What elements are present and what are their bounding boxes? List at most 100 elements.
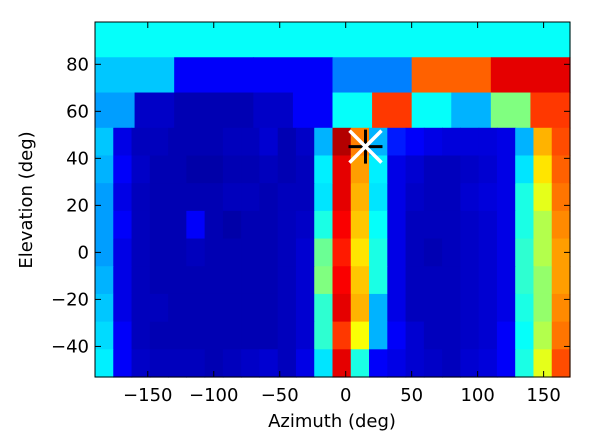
x-tick-label: −50 bbox=[261, 385, 299, 406]
heatmap-cell bbox=[113, 266, 133, 295]
heatmap-cell bbox=[442, 183, 461, 212]
heatmap-cell bbox=[442, 321, 461, 350]
heatmap-cell bbox=[277, 293, 297, 323]
heatmap-cell bbox=[222, 127, 242, 157]
heatmap-cell bbox=[149, 293, 169, 323]
x-tick-label: 150 bbox=[526, 385, 560, 406]
heatmap-cell bbox=[478, 183, 498, 212]
heatmap-cell bbox=[350, 266, 370, 295]
heatmap-cell bbox=[314, 266, 334, 295]
heatmap-cell bbox=[478, 238, 498, 267]
heatmap-cell bbox=[369, 210, 388, 240]
heatmap-cell bbox=[369, 127, 388, 157]
heatmap-cell bbox=[204, 321, 224, 350]
heatmap-cell bbox=[405, 349, 425, 378]
heatmap-cell bbox=[295, 210, 315, 240]
heatmap-cell bbox=[149, 127, 169, 157]
heatmap-cell bbox=[332, 155, 352, 184]
heatmap-cell bbox=[186, 321, 206, 350]
heatmap-cell bbox=[460, 266, 480, 295]
heatmap-cell bbox=[295, 349, 315, 378]
heatmap-cell bbox=[186, 210, 206, 240]
heatmap-cell bbox=[551, 183, 571, 212]
heatmap-cell bbox=[423, 266, 443, 295]
heatmap-cell bbox=[174, 57, 254, 94]
heatmap-cell bbox=[490, 92, 532, 129]
heatmap-cell bbox=[496, 210, 516, 240]
heatmap-cell bbox=[533, 321, 553, 350]
heatmap-cell bbox=[241, 127, 261, 157]
heatmap-cell bbox=[405, 238, 425, 267]
heatmap-cell bbox=[332, 321, 352, 350]
heatmap-cell bbox=[95, 92, 136, 129]
heatmap-cell bbox=[259, 321, 279, 350]
heatmap-cell bbox=[478, 127, 498, 157]
heatmap-cell bbox=[387, 183, 407, 212]
heatmap-cell bbox=[168, 183, 187, 212]
heatmap-cell bbox=[314, 293, 334, 323]
heatmap-cell bbox=[131, 155, 151, 184]
heatmap-cell bbox=[478, 210, 498, 240]
heatmap-cell bbox=[551, 210, 571, 240]
heatmap-cell bbox=[113, 210, 133, 240]
heatmap-cell bbox=[277, 238, 297, 267]
heatmap-cell bbox=[460, 293, 480, 323]
heatmap-cell bbox=[551, 238, 571, 267]
heatmap-cell bbox=[259, 155, 279, 184]
heatmap-cell bbox=[515, 266, 535, 295]
heatmap-cell bbox=[222, 183, 242, 212]
heatmap-cell bbox=[292, 92, 334, 129]
heatmap-cell bbox=[204, 349, 224, 378]
heatmap-cell bbox=[496, 183, 516, 212]
heatmap-cell bbox=[95, 22, 571, 58]
heatmap-cell bbox=[131, 127, 151, 157]
heatmap-cell bbox=[241, 321, 261, 350]
heatmap-cell bbox=[295, 238, 315, 267]
heatmap-cell bbox=[213, 92, 254, 129]
heatmap-cell bbox=[332, 127, 352, 157]
heatmap-cell bbox=[405, 210, 425, 240]
plot-frame bbox=[94, 21, 571, 378]
heatmap-cell bbox=[222, 155, 242, 184]
heatmap-cell bbox=[113, 349, 133, 378]
heatmap-cell bbox=[369, 266, 388, 295]
heatmap-cell bbox=[131, 238, 151, 267]
heatmap-cell bbox=[515, 183, 535, 212]
heatmap-cell bbox=[405, 293, 425, 323]
heatmap-cell bbox=[496, 155, 516, 184]
heatmap-cell bbox=[314, 238, 334, 267]
x-tick-label: 50 bbox=[400, 385, 423, 406]
heatmap-cell bbox=[478, 321, 498, 350]
heatmap-cell bbox=[95, 57, 175, 94]
heatmap-cell bbox=[387, 266, 407, 295]
heatmap-cell bbox=[442, 155, 461, 184]
heatmap-cell bbox=[259, 238, 279, 267]
y-tick-label: 80 bbox=[66, 54, 89, 75]
heatmap-cell bbox=[259, 293, 279, 323]
heatmap-cell bbox=[387, 293, 407, 323]
heatmap-cell bbox=[496, 321, 516, 350]
heatmap-cell bbox=[95, 293, 114, 323]
heatmap-cell bbox=[496, 266, 516, 295]
heatmap-cell bbox=[131, 349, 151, 378]
heatmap-cell bbox=[350, 321, 370, 350]
heatmap-cell bbox=[186, 183, 206, 212]
heatmap-cell bbox=[533, 293, 553, 323]
heatmap-cell bbox=[259, 349, 279, 378]
heatmap-cell bbox=[204, 238, 224, 267]
heatmap-cell bbox=[168, 127, 187, 157]
heatmap-cell bbox=[405, 183, 425, 212]
heatmap-cell bbox=[253, 92, 294, 129]
heatmap-cell bbox=[314, 321, 334, 350]
heatmap-cell bbox=[174, 92, 215, 129]
heatmap-cell bbox=[387, 155, 407, 184]
heatmap-cell bbox=[442, 210, 461, 240]
heatmap-cell bbox=[332, 266, 352, 295]
heatmap-cell bbox=[241, 293, 261, 323]
heatmap-cell bbox=[350, 293, 370, 323]
y-tick-label: −20 bbox=[51, 289, 89, 310]
heatmap-cell bbox=[405, 155, 425, 184]
heatmap-cell bbox=[95, 127, 114, 157]
heatmap-cell bbox=[442, 127, 461, 157]
